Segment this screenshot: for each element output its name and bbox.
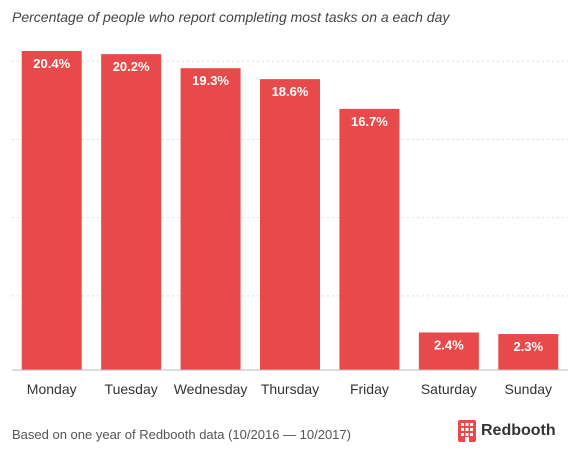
data-label: 20.2%	[113, 59, 150, 74]
bar-monday	[21, 51, 82, 370]
data-label: 18.6%	[272, 84, 309, 99]
bar-saturday	[418, 332, 479, 370]
redbooth-building-icon	[458, 420, 476, 442]
bar-thursday	[260, 79, 320, 370]
data-label: 19.3%	[192, 73, 229, 88]
brand-logo: Redbooth	[458, 420, 556, 442]
x-axis: Monday Tuesday Wednesday Thursday Friday Satu…	[12, 369, 568, 397]
data-label: 16.7%	[351, 114, 388, 129]
footer-note: Based on one year of Redbooth data (10/2…	[12, 427, 351, 442]
x-tick-label: Sunday	[505, 381, 552, 397]
x-tick-label: Friday	[350, 381, 389, 397]
x-tick-label: Saturday	[421, 381, 477, 397]
bar-friday	[339, 108, 400, 370]
x-tick-label: Thursday	[261, 381, 319, 397]
x-tick-label: Wednesday	[174, 381, 248, 397]
bar-wednesday	[180, 68, 241, 370]
bar-sunday	[498, 334, 559, 370]
x-tick-label: Monday	[27, 381, 77, 397]
data-label: 20.4%	[33, 56, 70, 71]
bars: 20.4% 20.2% 19.3% 18.6% 16.7% 2.4% 2.3%	[21, 51, 559, 371]
bar-tuesday	[101, 54, 162, 371]
data-label: 2.4%	[434, 337, 464, 352]
chart-title: Percentage of people who report completi…	[12, 9, 450, 25]
brand-name: Redbooth	[481, 422, 556, 439]
data-label: 2.3%	[513, 339, 543, 354]
x-tick-label: Tuesday	[105, 381, 158, 397]
